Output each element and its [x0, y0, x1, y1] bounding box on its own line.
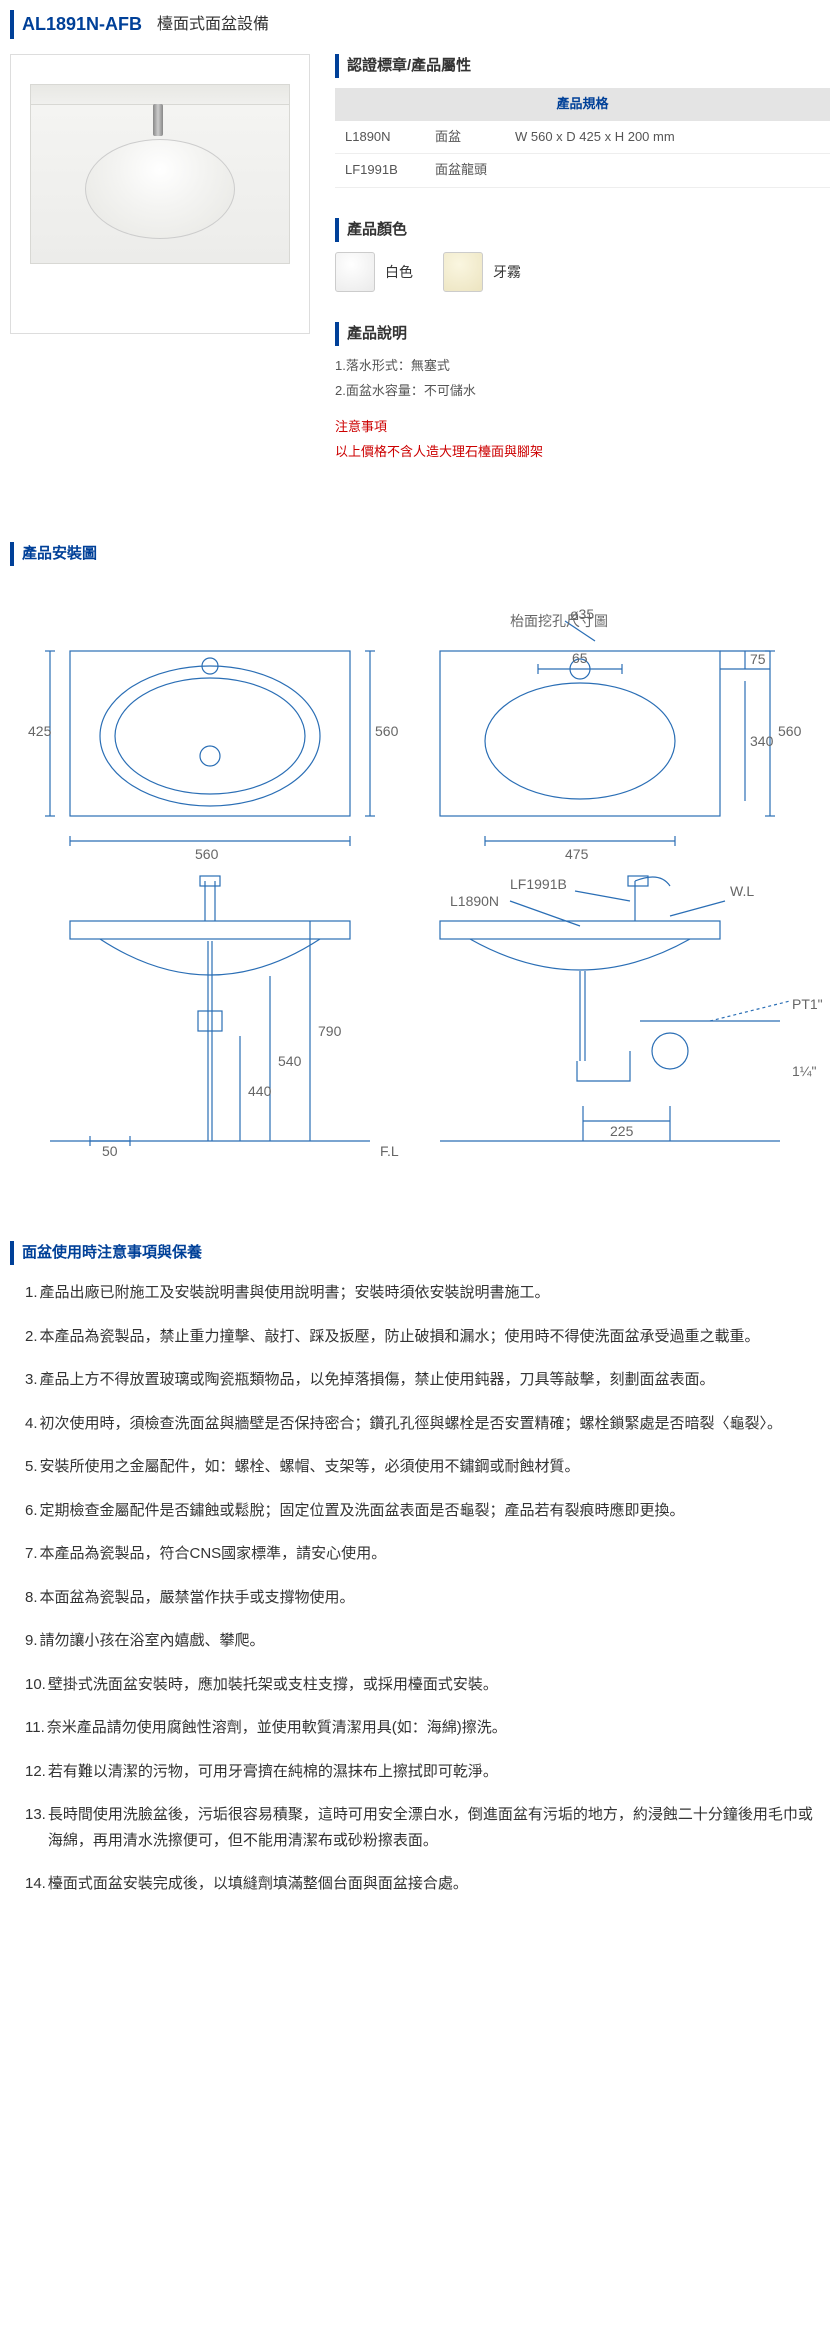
list-item: 8.本面盆為瓷製品，嚴禁當作扶手或支撐物使用。: [25, 1585, 815, 1611]
desc-header: 產品說明: [335, 322, 830, 346]
spec-table: 產品規格 L1890N 面盆 W 560 x D 425 x H 200 mm …: [335, 88, 830, 188]
svg-text:75: 75: [750, 651, 766, 667]
swatch-label: 牙霧: [493, 261, 521, 283]
color-header: 產品顏色: [335, 218, 830, 242]
svg-text:560: 560: [375, 723, 399, 739]
swatch-white: [335, 252, 375, 292]
spec-dims: W 560 x D 425 x H 200 mm: [505, 121, 830, 154]
install-header: 產品安裝圖: [10, 542, 830, 566]
swatch-label: 白色: [385, 261, 413, 283]
spec-name: 面盆龍頭: [425, 154, 505, 188]
svg-text:475: 475: [565, 846, 589, 862]
warning-text: 以上價格不含人造大理石檯面與腳架: [335, 442, 830, 463]
care-list: 1.產品出廠已附施工及安裝說明書與使用說明書；安裝時須依安裝說明書施工。 2.本…: [10, 1280, 830, 1897]
svg-text:LF1991B: LF1991B: [510, 876, 567, 892]
swatch-item: 白色: [335, 252, 413, 292]
svg-text:W.L: W.L: [730, 883, 754, 899]
list-item: 9.請勿讓小孩在浴室內嬉戲、攀爬。: [25, 1628, 815, 1654]
table-row: LF1991B 面盆龍頭: [335, 154, 830, 188]
list-item: 11.奈米產品請勿使用腐蝕性溶劑，並使用軟質清潔用具(如：海綿)擦洗。: [25, 1715, 815, 1741]
product-image: [10, 54, 310, 334]
svg-text:425: 425: [28, 723, 52, 739]
svg-text:225: 225: [610, 1123, 634, 1139]
install-diagram: 枱面挖孔尺寸圖 ø35 65 75 425 560 560 475 340 56…: [10, 581, 830, 1201]
list-item: 13.長時間使用洗臉盆後，污垢很容易積聚，這時可用安全漂白水，倒進面盆有污垢的地…: [25, 1802, 815, 1853]
svg-text:F.L: F.L: [380, 1143, 399, 1159]
svg-text:540: 540: [278, 1053, 302, 1069]
list-item: 1.產品出廠已附施工及安裝說明書與使用說明書；安裝時須依安裝說明書施工。: [25, 1280, 815, 1306]
list-item: 14.檯面式面盆安裝完成後，以填縫劑填滿整個台面與面盆接合處。: [25, 1871, 815, 1897]
svg-text:PT1": PT1": [792, 996, 823, 1012]
svg-text:440: 440: [248, 1083, 272, 1099]
model-code: AL1891N-AFB: [10, 10, 142, 39]
svg-text:560: 560: [195, 846, 219, 862]
list-item: 10.壁掛式洗面盆安裝時，應加裝托架或支柱支撐，或採用檯面式安裝。: [25, 1672, 815, 1698]
list-item: 3.產品上方不得放置玻璃或陶瓷瓶類物品，以免掉落損傷，禁止使用鈍器，刀具等敲擊，…: [25, 1367, 815, 1393]
list-item: 6.定期檢查金屬配件是否鏽蝕或鬆脫；固定位置及洗面盆表面是否龜裂；產品若有裂痕時…: [25, 1498, 815, 1524]
cert-header: 認證標章/產品屬性: [335, 54, 830, 78]
spec-dims: [505, 154, 830, 188]
svg-text:50: 50: [102, 1143, 118, 1159]
svg-text:340: 340: [750, 733, 774, 749]
spec-code: L1890N: [335, 121, 425, 154]
care-header: 面盆使用時注意事項與保養: [10, 1241, 830, 1265]
svg-text:ø35: ø35: [570, 606, 594, 622]
svg-text:65: 65: [572, 650, 588, 666]
desc-item: 2.面盆水容量：不可儲水: [335, 381, 830, 402]
list-item: 5.安裝所使用之金屬配件，如：螺栓、螺帽、支架等，必須使用不鏽鋼或耐蝕材質。: [25, 1454, 815, 1480]
product-header: AL1891N-AFB 檯面式面盆設備: [10, 10, 830, 39]
list-item: 12.若有難以清潔的污物，可用牙膏擠在純棉的濕抹布上擦拭即可乾淨。: [25, 1759, 815, 1785]
color-swatches: 白色 牙霧: [335, 252, 830, 292]
spec-code: LF1991B: [335, 154, 425, 188]
table-row: L1890N 面盆 W 560 x D 425 x H 200 mm: [335, 121, 830, 154]
svg-text:560: 560: [778, 723, 802, 739]
list-item: 2.本產品為瓷製品，禁止重力撞擊、敲打、踩及扳壓，防止破損和漏水；使用時不得使洗…: [25, 1324, 815, 1350]
spec-name: 面盆: [425, 121, 505, 154]
desc-list: 1.落水形式：無塞式 2.面盆水容量：不可儲水: [335, 356, 830, 402]
warning-title: 注意事項: [335, 417, 830, 438]
diagram-svg: 枱面挖孔尺寸圖 ø35 65 75 425 560 560 475 340 56…: [10, 581, 830, 1201]
swatch-item: 牙霧: [443, 252, 521, 292]
model-title: 檯面式面盆設備: [157, 12, 269, 38]
sink-render: [30, 104, 290, 284]
spec-header-cell: 產品規格: [335, 88, 830, 121]
svg-text:790: 790: [318, 1023, 342, 1039]
list-item: 4.初次使用時，須檢查洗面盆與牆壁是否保持密合；鑽孔孔徑與螺栓是否安置精確；螺栓…: [25, 1411, 815, 1437]
desc-item: 1.落水形式：無塞式: [335, 356, 830, 377]
swatch-ivory: [443, 252, 483, 292]
list-item: 7.本產品為瓷製品，符合CNS國家標準，請安心使用。: [25, 1541, 815, 1567]
svg-text:L1890N: L1890N: [450, 893, 499, 909]
svg-text:1¼": 1¼": [792, 1063, 816, 1079]
